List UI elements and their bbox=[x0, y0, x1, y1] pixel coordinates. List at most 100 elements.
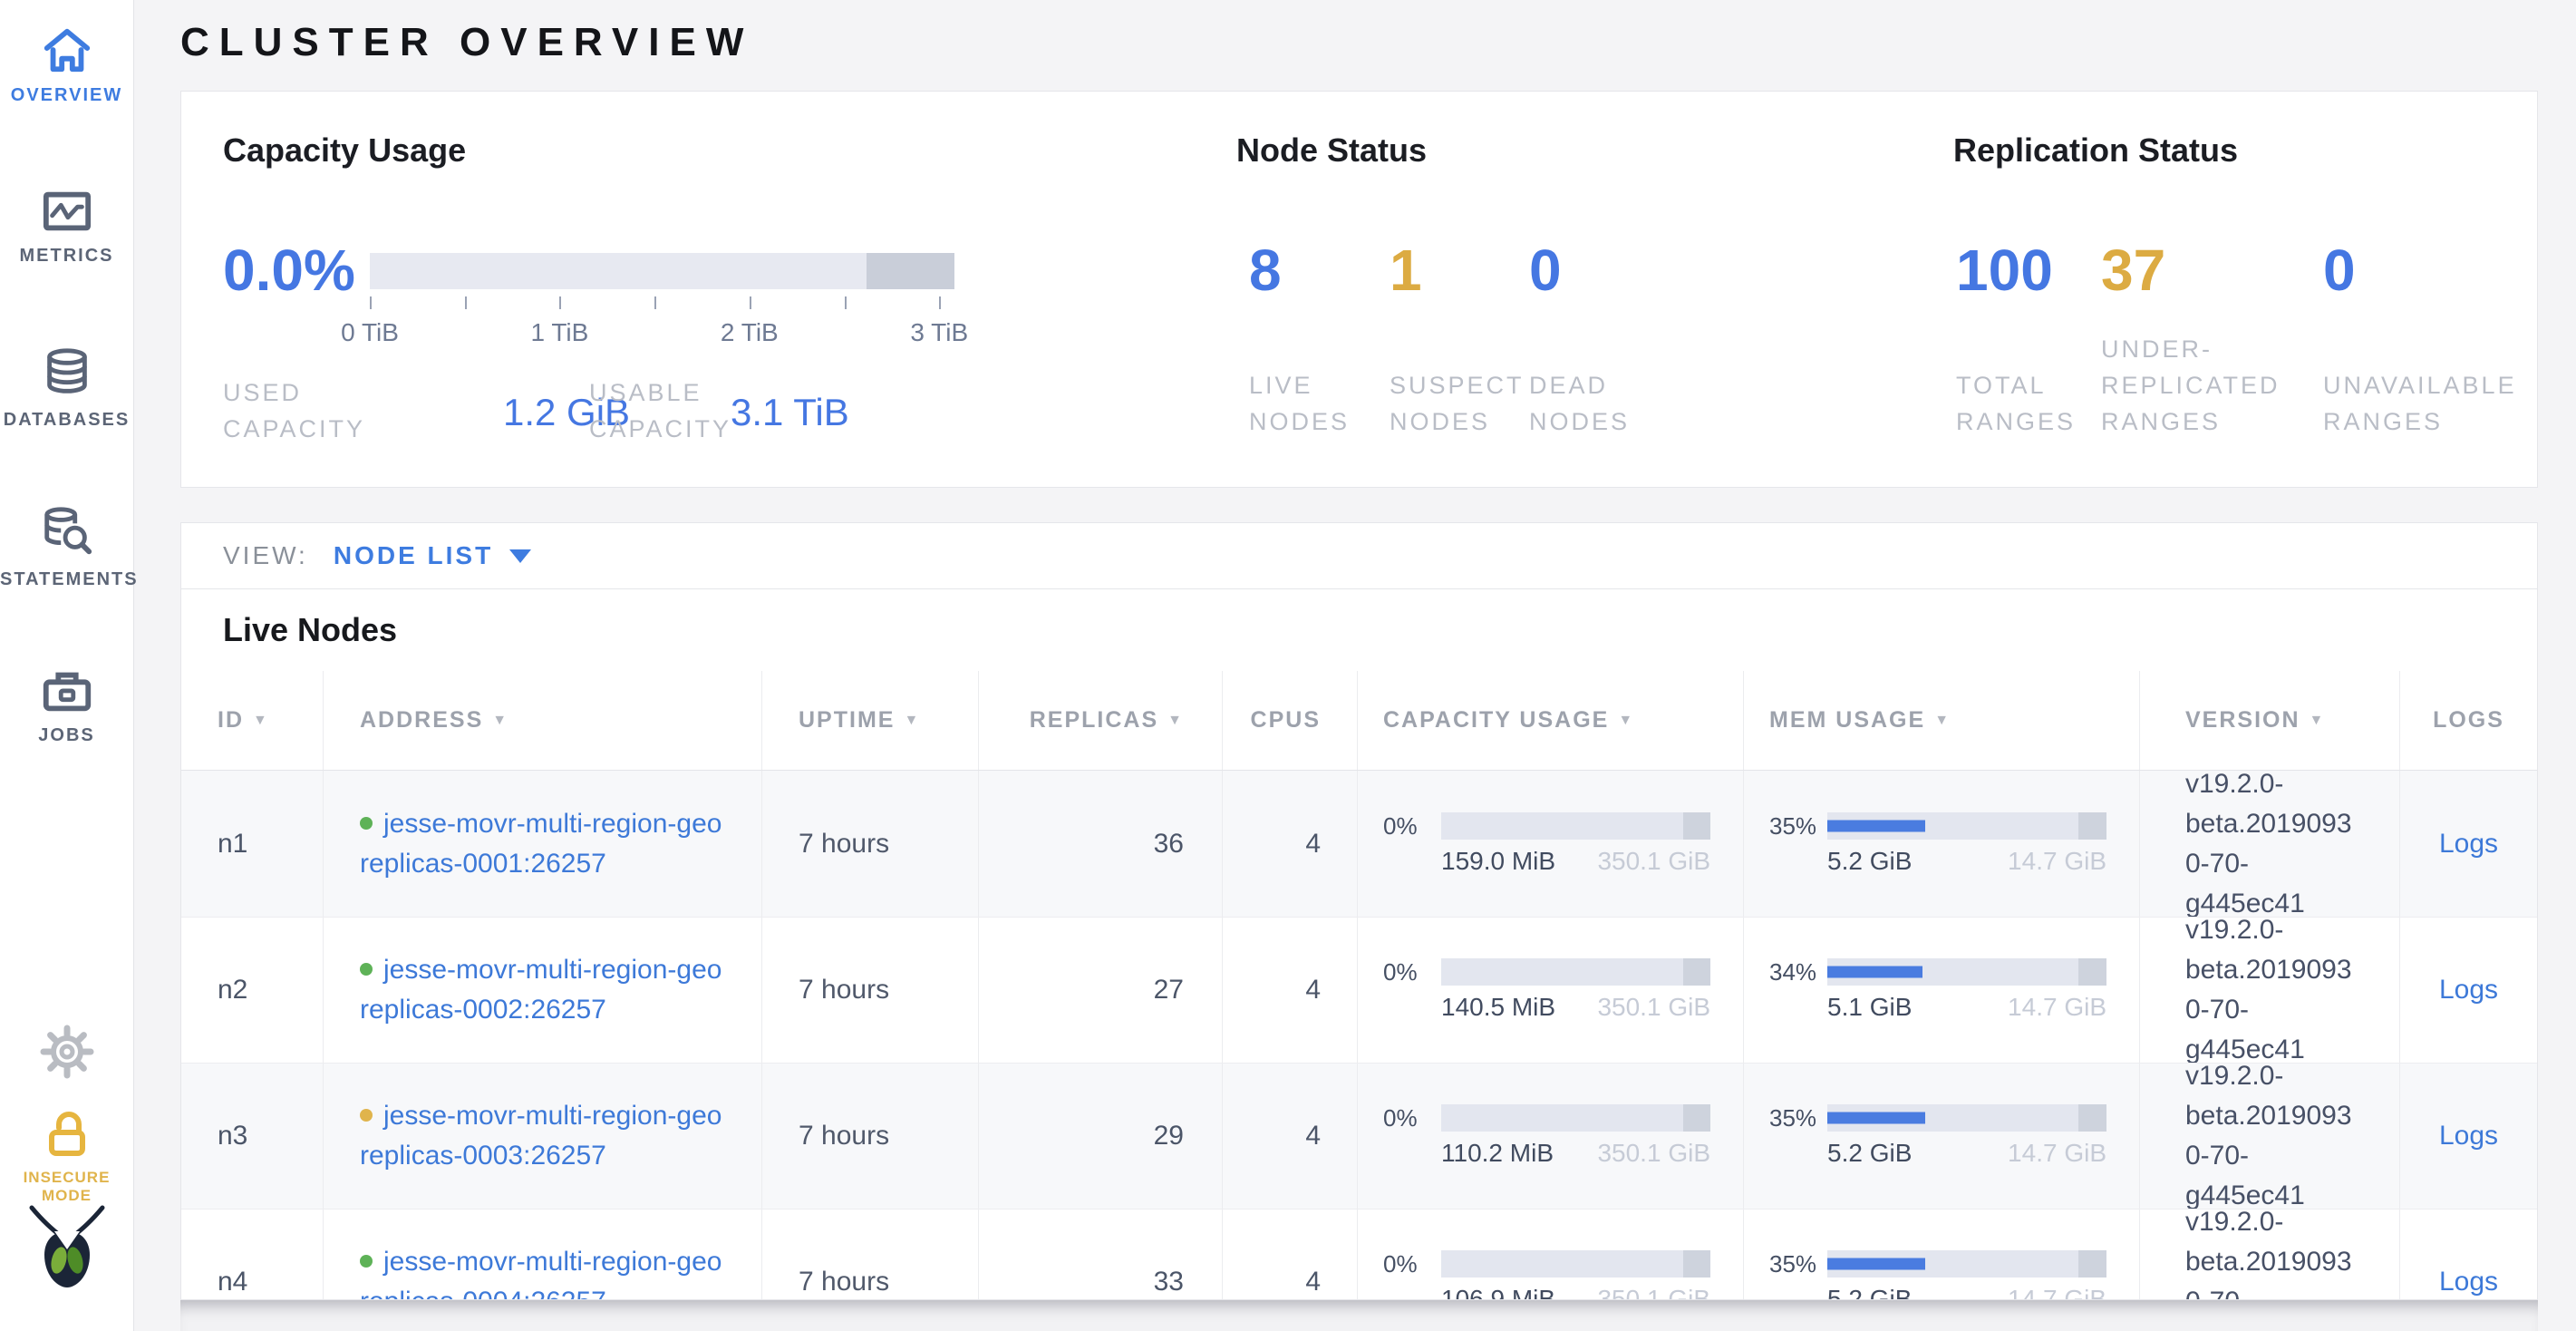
mem-bar-fill bbox=[1827, 820, 1925, 831]
node-version: v19.2.0-beta.20190930-70-g445ec41 bbox=[2185, 1064, 2352, 1209]
capacity-total-value: 350.1 GiB bbox=[1597, 1139, 1710, 1167]
col-header-replicas[interactable]: REPLICAS ▼ bbox=[979, 671, 1223, 770]
used-capacity-value: 1.2 GiB bbox=[503, 391, 631, 433]
axis-tick bbox=[844, 296, 847, 309]
mem-bar bbox=[1827, 811, 2106, 840]
capacity-bar bbox=[1441, 1250, 1710, 1278]
usable-capacity-label: USABLE CAPACITY bbox=[589, 379, 732, 442]
sidebar-item-overview[interactable]: OVERVIEW bbox=[0, 24, 133, 106]
mem-used-value: 5.2 GiB bbox=[1827, 1285, 1913, 1300]
mem-percent: 34% bbox=[1769, 958, 1817, 986]
mem-percent: 35% bbox=[1769, 1104, 1817, 1132]
capacity-percent: 0.0% bbox=[223, 238, 355, 303]
axis-tick bbox=[749, 296, 751, 309]
settings-button[interactable] bbox=[0, 1023, 133, 1090]
sort-desc-icon: ▼ bbox=[1934, 712, 1951, 728]
node-id: n4 bbox=[218, 1267, 248, 1297]
suspect-nodes-label: SUSPECT NODES bbox=[1390, 372, 1525, 435]
capacity-percent: 0% bbox=[1383, 1104, 1418, 1132]
unavailable-ranges-count: 0 bbox=[2323, 238, 2356, 303]
capacity-bar-nonusable-segment bbox=[1683, 1104, 1710, 1132]
chevron-down-icon bbox=[509, 549, 532, 563]
node-replicas: 33 bbox=[1153, 1267, 1184, 1297]
col-header-version[interactable]: VERSION ▼ bbox=[2140, 671, 2400, 770]
dead-nodes-count: 0 bbox=[1529, 238, 1562, 303]
mem-bar-nonusable-segment bbox=[2078, 1250, 2106, 1278]
logs-link[interactable]: Logs bbox=[2438, 975, 2499, 1005]
view-selector-dropdown[interactable]: NODE LIST bbox=[333, 541, 532, 570]
view-selected-value: NODE LIST bbox=[333, 541, 494, 569]
col-header-logs: LOGS bbox=[2433, 707, 2504, 733]
capacity-meter-axis: 0 TiB 1 TiB 2 TiB 3 TiB bbox=[341, 296, 968, 351]
main-content: CLUSTER OVERVIEW Capacity Usage 0.0% 0 T… bbox=[134, 0, 2576, 1331]
node-uptime: 7 hours bbox=[799, 1267, 890, 1297]
total-ranges-label: TOTAL RANGES bbox=[1956, 372, 2077, 435]
node-replicas: 27 bbox=[1153, 975, 1184, 1005]
sidebar-item-label: METRICS bbox=[19, 246, 114, 266]
mem-used-value: 5.1 GiB bbox=[1827, 993, 1913, 1021]
logs-link[interactable]: Logs bbox=[2438, 1121, 2499, 1151]
node-cpus: 4 bbox=[1305, 1121, 1321, 1151]
viewport-bottom-shadow bbox=[180, 1300, 2538, 1331]
node-version: v19.2.0-beta.20190930-70-g445ec41 bbox=[2185, 1210, 2352, 1299]
mem-bar-nonusable-segment bbox=[2078, 958, 2106, 986]
cockroach-bug-icon bbox=[0, 1204, 133, 1298]
node-status-dot bbox=[360, 1255, 373, 1268]
sort-desc-icon: ▼ bbox=[904, 712, 921, 728]
node-mem-usage: 34% 5.1 GiB 14.7 GiB bbox=[1769, 958, 2106, 1022]
node-uptime: 7 hours bbox=[799, 975, 890, 1005]
mem-bar bbox=[1827, 1250, 2106, 1278]
node-uptime: 7 hours bbox=[799, 828, 890, 859]
capacity-meter-nonusable-segment bbox=[867, 253, 954, 289]
live-nodes-table: ID ▼ ADDRESS ▼ UPTIME ▼ REPLICAS ▼ CPUS CAPA… bbox=[181, 671, 2537, 1300]
view-label: VIEW: bbox=[223, 541, 308, 569]
node-capacity-usage: 0% 106.9 MiB 350.1 GiB bbox=[1383, 1250, 1710, 1299]
capacity-bar-nonusable-segment bbox=[1683, 811, 1710, 840]
capacity-used-value: 140.5 MiB bbox=[1441, 993, 1556, 1021]
node-capacity-usage: 0% 159.0 MiB 350.1 GiB bbox=[1383, 811, 1710, 876]
capacity-bar bbox=[1441, 1104, 1710, 1132]
col-header-id[interactable]: ID ▼ bbox=[181, 671, 324, 770]
table-row: n4 jesse-movr-multi-region-georeplicas-0… bbox=[181, 1209, 2537, 1300]
live-nodes-title: Live Nodes bbox=[223, 611, 398, 648]
sidebar-item-databases[interactable]: DATABASES bbox=[0, 345, 133, 431]
logs-link[interactable]: Logs bbox=[2438, 1267, 2499, 1297]
capacity-percent: 0% bbox=[1383, 1250, 1418, 1278]
mem-bar-fill bbox=[1827, 1258, 1925, 1270]
axis-tick-label: 2 TiB bbox=[720, 318, 779, 346]
capacity-bar bbox=[1441, 811, 1710, 840]
col-header-address[interactable]: ADDRESS ▼ bbox=[324, 671, 762, 770]
suspect-nodes-count: 1 bbox=[1390, 238, 1422, 303]
axis-tick-label: 3 TiB bbox=[910, 318, 969, 346]
node-cpus: 4 bbox=[1305, 1267, 1321, 1297]
insecure-mode-indicator[interactable]: INSECURE MODE bbox=[0, 1102, 133, 1205]
node-address-link[interactable]: jesse-movr-multi-region-geo replicas-0003… bbox=[360, 1101, 722, 1171]
sort-desc-icon: ▼ bbox=[253, 712, 269, 728]
table-row: n2 jesse-movr-multi-region-geo replicas-0… bbox=[181, 917, 2537, 1063]
col-header-uptime[interactable]: UPTIME ▼ bbox=[762, 671, 979, 770]
view-bar: VIEW: NODE LIST bbox=[180, 522, 2538, 589]
node-address-link[interactable]: jesse-movr-multi-region-georeplicas-0004… bbox=[360, 1242, 721, 1299]
logs-link[interactable]: Logs bbox=[2438, 828, 2499, 859]
sidebar-item-label: STATEMENTS bbox=[0, 569, 139, 589]
node-mem-usage: 35% 5.2 GiB 14.7 GiB bbox=[1769, 1104, 2106, 1168]
mem-used-value: 5.2 GiB bbox=[1827, 846, 1913, 875]
col-header-cpus[interactable]: CPUS bbox=[1223, 671, 1358, 770]
under-replicated-ranges-label: UNDER- REPLICATED RANGES bbox=[2101, 335, 2281, 435]
mem-bar-nonusable-segment bbox=[2078, 811, 2106, 840]
node-replicas: 29 bbox=[1153, 1121, 1184, 1151]
col-header-capacity-usage[interactable]: CAPACITY USAGE ▼ bbox=[1358, 671, 1744, 770]
col-header-mem-usage[interactable]: MEM USAGE ▼ bbox=[1744, 671, 2140, 770]
cockroachdb-logo[interactable] bbox=[0, 1204, 133, 1307]
node-address-link[interactable]: jesse-movr-multi-region-geo replicas-0001… bbox=[360, 808, 722, 879]
mem-bar bbox=[1827, 1104, 2106, 1132]
sidebar-item-metrics[interactable]: METRICS bbox=[0, 186, 133, 267]
node-version: v19.2.0-beta.20190930-70-g445ec41 bbox=[2185, 771, 2352, 917]
node-capacity-usage: 0% 140.5 MiB 350.1 GiB bbox=[1383, 958, 1710, 1022]
node-mem-usage: 35% 5.2 GiB 14.7 GiB bbox=[1769, 1250, 2106, 1300]
node-address-link[interactable]: jesse-movr-multi-region-geo replicas-0002… bbox=[360, 955, 722, 1025]
sidebar-item-jobs[interactable]: JOBS bbox=[0, 664, 133, 746]
node-version: v19.2.0-beta.20190930-70-g445ec41 bbox=[2185, 918, 2352, 1063]
briefcase-icon bbox=[0, 664, 133, 716]
sidebar-item-statements[interactable]: STATEMENTS bbox=[0, 504, 139, 590]
